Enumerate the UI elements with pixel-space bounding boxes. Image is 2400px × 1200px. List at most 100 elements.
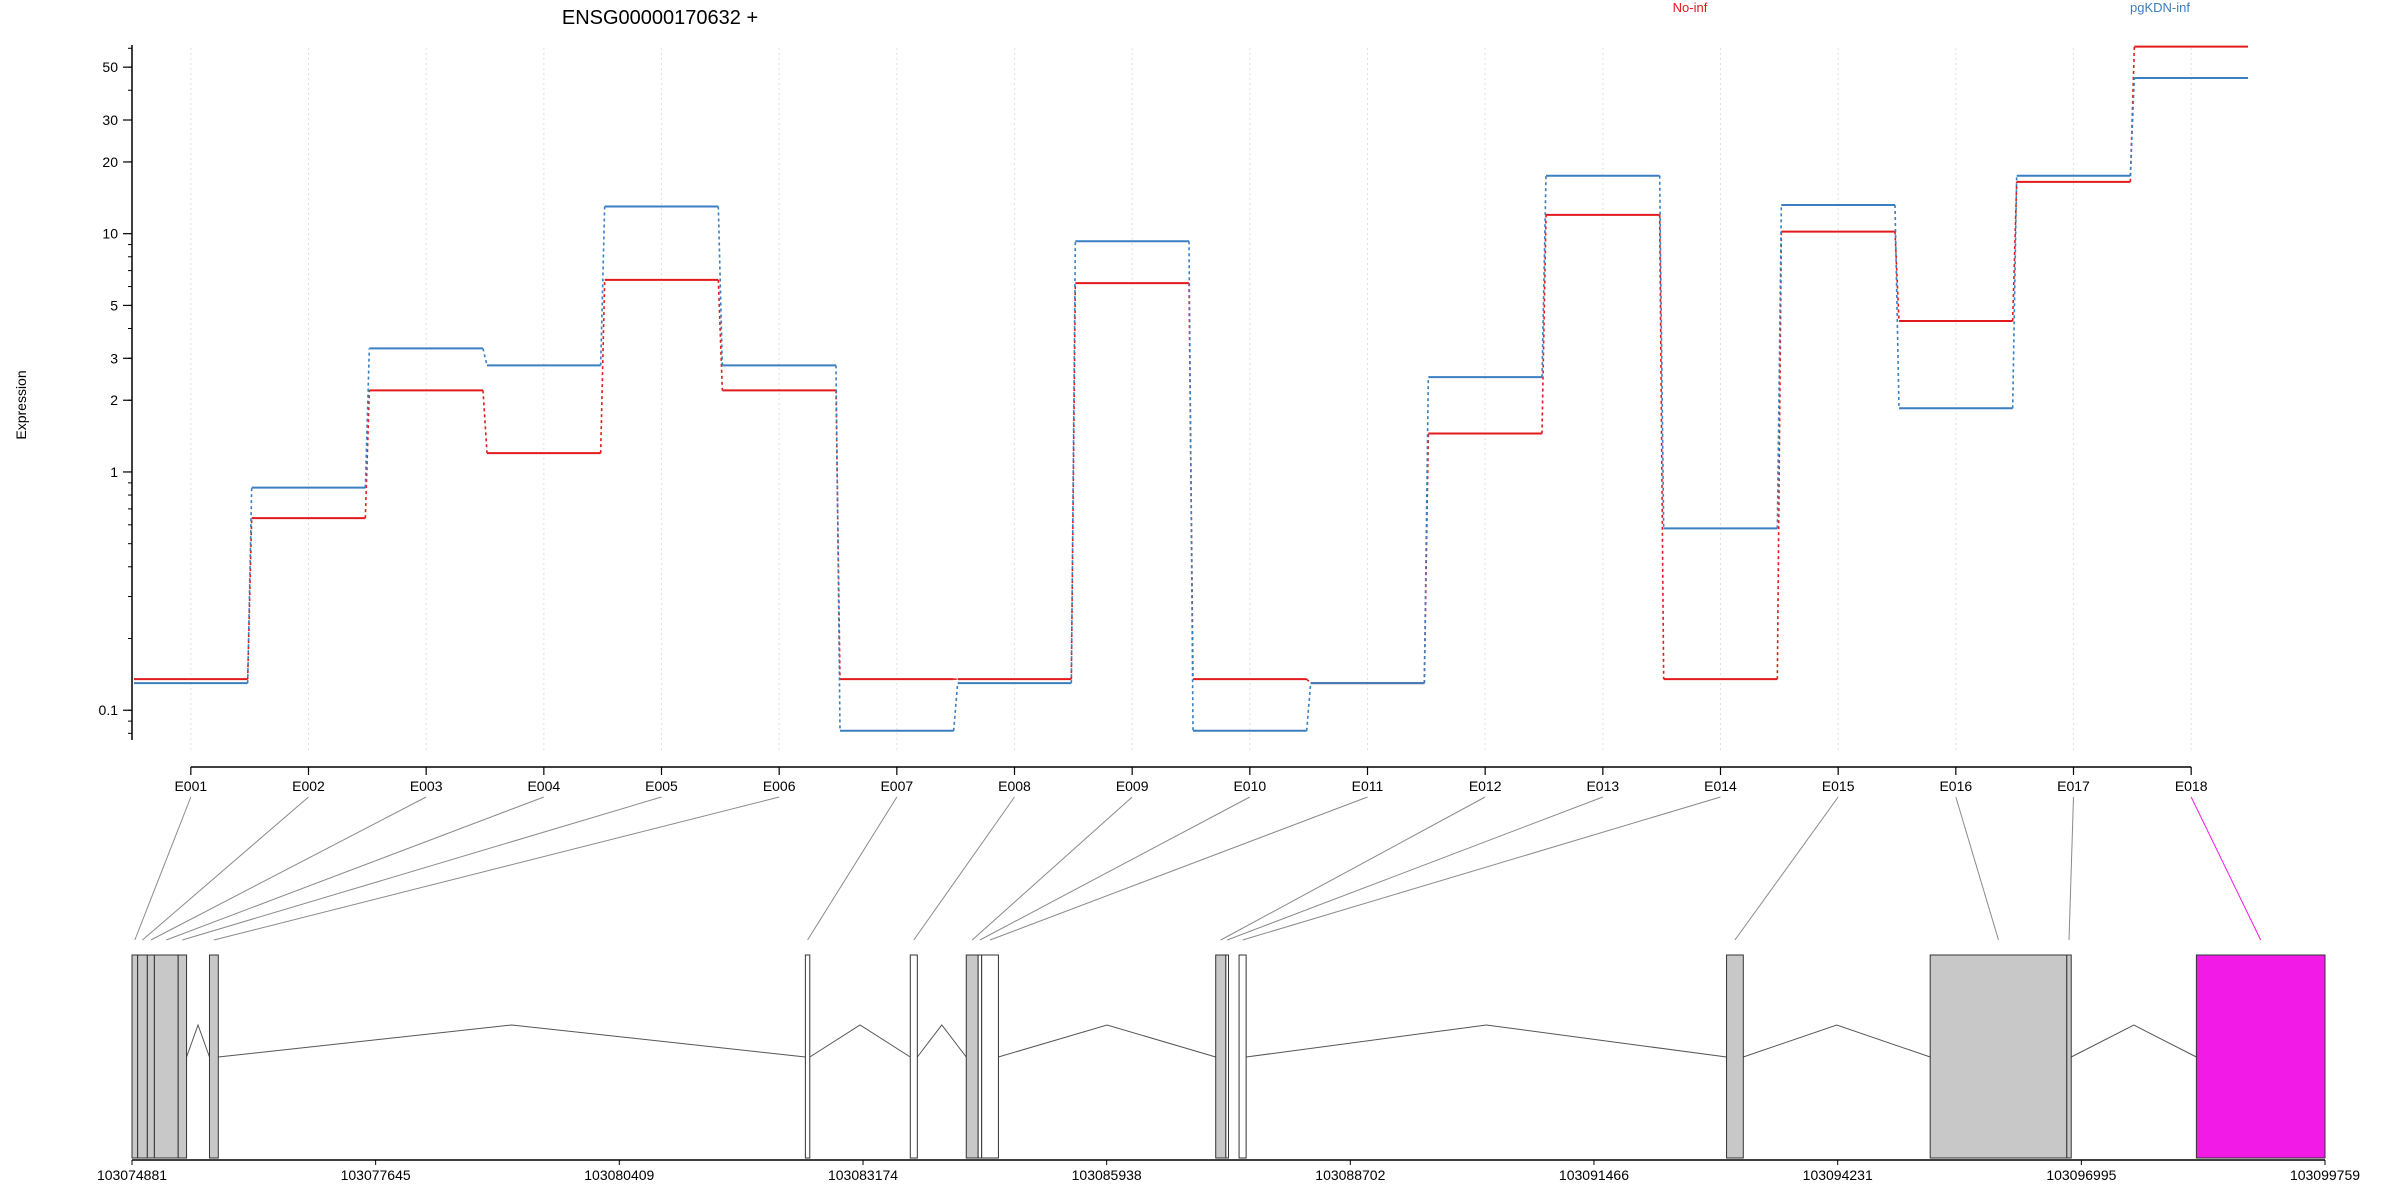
link-e007 <box>807 796 898 941</box>
exon-box-e008 <box>909 954 918 1159</box>
connector-pgkdn-inf <box>1305 683 1312 731</box>
connector-no-inf <box>1188 283 1194 680</box>
connector-pgkdn-inf <box>717 206 724 366</box>
connector-pgkdn-inf <box>1188 241 1194 731</box>
connector-pgkdn-inf <box>2011 175 2018 409</box>
y-tick-label-10: 10 <box>102 226 118 242</box>
link-e005 <box>182 796 662 941</box>
x-tick-label-e006: E006 <box>763 778 796 794</box>
y-tick-label-1: 1 <box>110 464 118 480</box>
exon-box-e009 <box>965 954 979 1159</box>
intron-line <box>998 1024 1216 1058</box>
y-tick-label-50: 50 <box>102 59 118 75</box>
x-tick-label-e015: E015 <box>1822 778 1855 794</box>
series-pgkdn-inf <box>134 77 2248 732</box>
link-e016 <box>1955 796 1999 941</box>
connector-no-inf <box>1306 678 1312 684</box>
genomic-tick-label-103080409: 103080409 <box>584 1167 654 1183</box>
x-tick-label-e009: E009 <box>1116 778 1149 794</box>
intron-line <box>1246 1024 1727 1058</box>
x-tick-label-e011: E011 <box>1352 778 1384 794</box>
exon-box-e005 <box>177 954 188 1159</box>
y-tick-label-2: 2 <box>110 392 118 408</box>
link-e009 <box>971 796 1133 941</box>
connector-pgkdn-inf <box>599 206 606 366</box>
genomic-tick-label-103091466: 103091466 <box>1559 1167 1629 1183</box>
connector-no-inf <box>599 279 606 454</box>
connector-pgkdn-inf <box>364 348 371 488</box>
link-e014 <box>1242 796 1721 941</box>
link-e011 <box>989 796 1368 941</box>
intron-line <box>916 1024 967 1058</box>
link-e004 <box>166 796 545 941</box>
link-e008 <box>913 796 1015 941</box>
y-tick-label-20: 20 <box>102 154 118 170</box>
intron-line <box>2070 1024 2197 1058</box>
connector-pgkdn-inf <box>246 487 253 684</box>
genomic-tick-label-103088702: 103088702 <box>1315 1167 1385 1183</box>
x-tick-label-e012: E012 <box>1469 778 1502 794</box>
genomic-tick-label-103077645: 103077645 <box>341 1167 411 1183</box>
connector-pgkdn-inf <box>1658 175 1665 529</box>
series-lines <box>134 45 2248 732</box>
x-tick-label-e016: E016 <box>1939 778 1972 794</box>
exon-box-e012 <box>1215 954 1227 1159</box>
link-e010 <box>979 796 1251 941</box>
genomic-tick-label-103094231: 103094231 <box>1803 1167 1873 1183</box>
intron-line <box>218 1024 806 1058</box>
y-tick-label-5: 5 <box>110 297 118 313</box>
exon-connectors <box>134 796 2262 941</box>
x-tick-label-e003: E003 <box>410 778 443 794</box>
x-tick-label-e013: E013 <box>1586 778 1619 794</box>
x-tick-label-e005: E005 <box>645 778 678 794</box>
legend-label-pgkdn-inf: pgKDN-inf <box>2130 0 2190 15</box>
series-no-inf <box>134 45 2248 685</box>
link-e006 <box>213 796 780 941</box>
x-tick-label-e014: E014 <box>1704 778 1737 794</box>
exon-box-e006 <box>208 954 219 1159</box>
intron-line <box>1743 1024 1931 1058</box>
x-tick-label-e008: E008 <box>998 778 1031 794</box>
connector-no-inf <box>1658 214 1665 680</box>
connector-pgkdn-inf <box>1894 204 1900 409</box>
connector-pgkdn-inf <box>835 365 841 731</box>
link-e018 <box>2190 796 2262 941</box>
connector-no-inf <box>1894 231 1900 322</box>
exon-box-e016 <box>1929 954 2068 1159</box>
link-e017 <box>2068 796 2074 941</box>
intron-line <box>809 1024 911 1058</box>
y-tick-label-30: 30 <box>102 112 118 128</box>
exon-box-e007 <box>804 954 811 1159</box>
y-tick-label-3: 3 <box>110 350 118 366</box>
exon-box-e003 <box>146 954 155 1159</box>
connector-no-inf <box>1541 214 1547 434</box>
connector-no-inf <box>717 279 724 391</box>
link-e013 <box>1226 796 1604 941</box>
x-tick-label-e002: E002 <box>292 778 325 794</box>
exon-box-e002 <box>137 954 148 1159</box>
legend-label-no-inf: No-inf <box>1673 0 1708 15</box>
connector-pgkdn-inf <box>952 683 959 731</box>
intron-line <box>186 1023 210 1058</box>
y-axis: 0.1 1 2 3 5 10 20 30 50 <box>99 45 133 740</box>
y-axis-label: Expression <box>13 370 29 439</box>
connector-pgkdn-inf <box>1070 241 1077 684</box>
exon-box-e004 <box>153 954 179 1159</box>
link-e003 <box>150 796 427 941</box>
exon-box-e010 <box>977 954 983 1159</box>
x-tick-label-e018: E018 <box>2175 778 2208 794</box>
link-e001 <box>134 796 192 941</box>
genomic-tick-label-103096995: 103096995 <box>2046 1167 2116 1183</box>
genomic-tick-label-103085938: 103085938 <box>1072 1167 1142 1183</box>
gene-model <box>131 954 2326 1159</box>
exon-box-e014 <box>1238 954 1247 1159</box>
x-tick-label-e010: E010 <box>1233 778 1266 794</box>
connector-pgkdn-inf <box>482 348 488 366</box>
y-tick-label-0-1: 0.1 <box>99 702 119 718</box>
genomic-tick-label-103074881: 103074881 <box>97 1167 167 1183</box>
x-tick-label-e007: E007 <box>880 778 913 794</box>
link-e015 <box>1734 796 1839 941</box>
connector-no-inf <box>482 390 488 454</box>
x-tick-label-e017: E017 <box>2057 778 2090 794</box>
